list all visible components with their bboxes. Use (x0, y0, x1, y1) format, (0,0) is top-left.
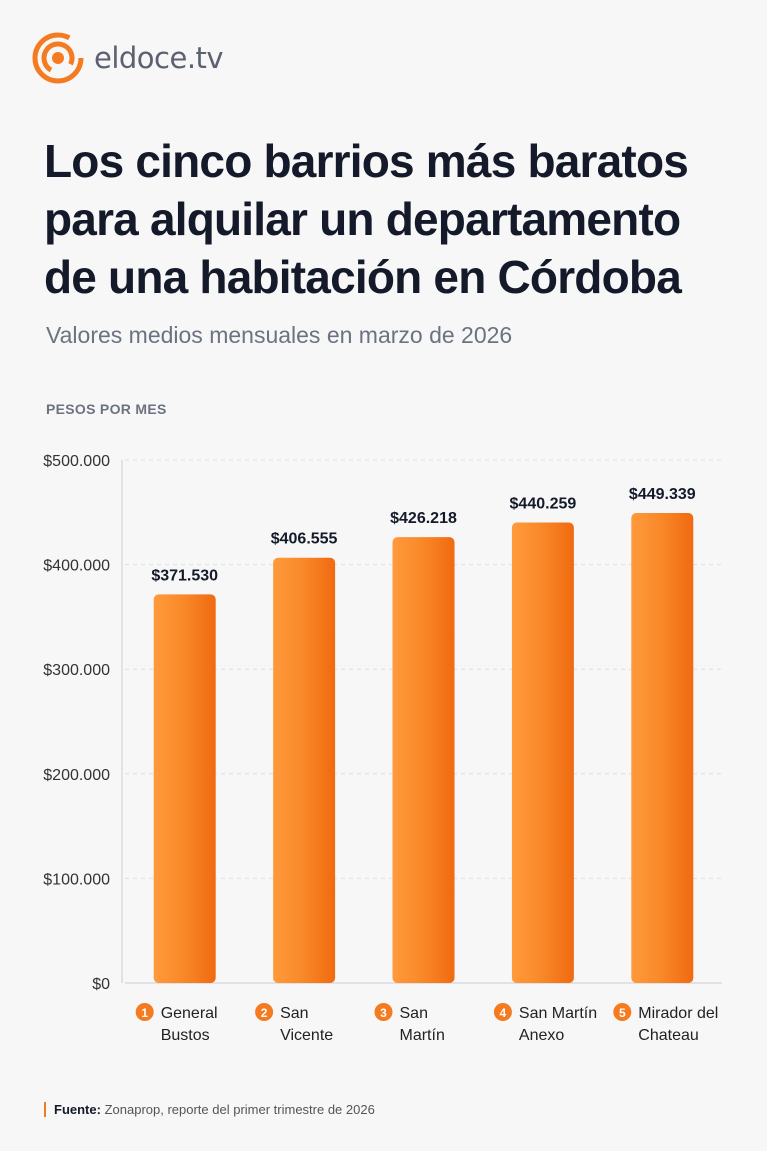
bar (153, 594, 216, 983)
rank-badge (255, 1003, 274, 1021)
rank-badge (135, 1003, 154, 1021)
x-category-label: San Martín (519, 1005, 597, 1022)
bar (273, 557, 336, 983)
rank-badge (493, 1003, 512, 1021)
rank-badge (613, 1003, 632, 1021)
swirl-logo-icon (32, 32, 84, 84)
x-category-label: San (400, 1005, 428, 1022)
x-category-label: Bustos (161, 1027, 210, 1044)
y-tick-label: $100.000 (43, 871, 110, 888)
bar-value-label: $406.555 (271, 531, 338, 548)
source-text: Zonaprop, reporte del primer trimestre d… (104, 1102, 375, 1117)
rank-number: 5 (619, 1006, 626, 1020)
source-note: Fuente: Zonaprop, reporte del primer tri… (44, 1102, 375, 1117)
y-tick-label: $200.000 (43, 767, 110, 784)
rank-number: 4 (500, 1006, 507, 1020)
logo: eldoce.tv (32, 32, 224, 84)
x-category-label: San (280, 1005, 308, 1022)
x-category-label: Martín (400, 1027, 445, 1044)
bar (392, 537, 455, 983)
bar (631, 512, 694, 983)
y-tick-label: $300.000 (43, 662, 110, 679)
rank-number: 2 (261, 1006, 268, 1020)
bar (511, 522, 574, 983)
rank-badge (374, 1003, 393, 1021)
y-tick-label: $0 (92, 976, 110, 993)
rank-number: 3 (380, 1006, 387, 1020)
bar-value-label: $440.259 (510, 495, 577, 512)
source-label: Fuente: (54, 1102, 101, 1117)
x-category-label: Chateau (638, 1027, 699, 1044)
rank-number: 1 (141, 1006, 148, 1020)
page-title: Los cinco barrios más baratos para alqui… (44, 135, 689, 303)
bar-value-label: $449.339 (629, 486, 696, 503)
y-axis-label: PESOS POR MES (46, 401, 167, 417)
x-category-label: General (161, 1005, 218, 1022)
y-tick-label: $400.000 (43, 558, 110, 575)
bar-value-label: $371.530 (151, 567, 218, 584)
bar-value-label: $426.218 (390, 510, 457, 527)
brand-name: eldoce.tv (94, 41, 224, 75)
x-category-label: Vicente (280, 1027, 333, 1044)
subtitle: Valores medios mensuales en marzo de 202… (46, 322, 513, 348)
x-category-label: Anexo (519, 1027, 564, 1044)
y-tick-label: $500.000 (43, 453, 110, 470)
x-category-label: Mirador del (638, 1005, 718, 1022)
